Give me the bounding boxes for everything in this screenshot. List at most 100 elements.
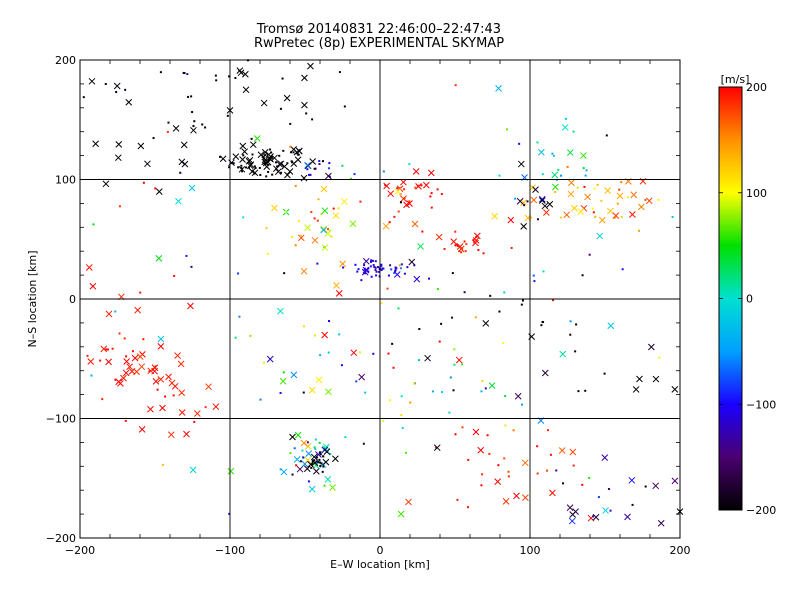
scatter-dot-point: [403, 188, 406, 191]
scatter-cross-point: [604, 187, 612, 195]
scatter-dot-point: [536, 472, 539, 475]
scatter-cross-point: [424, 354, 431, 362]
scatter-dot-point: [279, 391, 282, 394]
scatter-dot-point: [477, 248, 480, 251]
scatter-dot-point: [472, 239, 475, 242]
scatter-dot-point: [280, 171, 283, 174]
scatter-cross-point: [305, 450, 313, 457]
scatter-dot-point: [529, 216, 532, 219]
scatter-cross-point: [144, 160, 151, 168]
scatter-dot-point: [377, 265, 380, 268]
scatter-dot-point: [274, 161, 277, 164]
scatter-dot-point: [526, 200, 529, 203]
scatter-dot-point: [238, 315, 241, 318]
scatter-cross-point: [568, 179, 575, 187]
y-tick-label: −100: [46, 413, 76, 426]
scatter-cross-point: [138, 426, 146, 433]
scatter-dot-point: [318, 441, 321, 444]
scatter-dot-point: [263, 162, 266, 165]
scatter-dot-point: [401, 427, 404, 430]
scatter-dot-point: [320, 213, 323, 216]
scatter-cross-point: [300, 439, 308, 447]
scatter-dot-point: [387, 352, 390, 355]
scatter-dot-point: [593, 187, 596, 190]
scatter-cross-point: [482, 320, 490, 327]
scatter-cross-point: [175, 197, 182, 205]
scatter-cross-point: [387, 190, 395, 198]
scatter-cross-point: [190, 126, 197, 134]
scatter-dot-point: [360, 279, 363, 282]
scatter-cross-point: [187, 302, 194, 310]
scatter-cross-point: [152, 378, 160, 385]
scatter-dot-point: [250, 137, 253, 140]
scatter-dot-point: [338, 71, 341, 74]
scatter-cross-point: [361, 268, 369, 276]
scatter-cross-point: [569, 511, 577, 518]
scatter-dot-point: [380, 302, 383, 305]
scatter-dot-point: [453, 363, 456, 366]
scatter-cross-point: [629, 211, 636, 218]
scatter-dot-point: [332, 207, 335, 210]
scatter-cross-point: [652, 375, 660, 383]
scatter-dot-point: [370, 259, 373, 262]
scatter-cross-point: [529, 184, 536, 192]
scatter-dot-point: [228, 512, 231, 515]
scatter-dot-point: [295, 464, 298, 467]
scatter-dot-point: [463, 291, 466, 294]
scatter-dot-point: [484, 387, 487, 390]
scatter-cross-point: [606, 207, 614, 215]
scatter-dot-point: [448, 411, 451, 414]
scatter-dot-point: [588, 253, 591, 256]
scatter-dot-point: [443, 248, 446, 251]
scatter-cross-point: [598, 216, 606, 224]
scatter-dot-point: [454, 230, 457, 233]
scatter-cross-point: [301, 101, 308, 109]
scatter-dot-point: [364, 391, 367, 394]
scatter-dot-point: [313, 217, 316, 220]
scatter-dot-point: [292, 151, 295, 154]
scatter-cross-point: [645, 197, 653, 205]
scatter-dot-point: [114, 310, 117, 313]
scatter-dot-point: [306, 168, 309, 171]
scatter-cross-point: [267, 153, 274, 160]
scatter-dot-point: [362, 442, 365, 445]
scatter-dot-point: [269, 148, 272, 151]
scatter-dot-point: [228, 75, 231, 78]
scatter-dot-point: [510, 246, 513, 249]
scatter-dot-point: [318, 163, 321, 166]
scatter-cross-point: [568, 517, 576, 525]
scatter-dot-point: [438, 340, 441, 343]
axis-ticks: −200 −100 0 100 200 −200 −100 0 100 200: [46, 54, 691, 557]
scatter-cross-point: [546, 200, 554, 208]
scatter-dot-point: [397, 210, 400, 213]
scatter-cross-point: [242, 70, 249, 78]
scatter-dot-point: [486, 434, 489, 437]
scatter-cross-point: [321, 207, 329, 215]
chart-title-line2: RwPretec (8p) EXPERIMENTAL SKYMAP: [254, 36, 504, 51]
scatter-dot-point: [370, 275, 373, 278]
scatter-cross-point: [290, 371, 298, 379]
scatter-dot-point: [507, 475, 510, 478]
scatter-dot-point: [259, 173, 262, 176]
scatter-dot-point: [481, 473, 484, 476]
scatter-dot-point: [585, 169, 588, 172]
scatter-dot-point: [291, 473, 294, 476]
scatter-dot-point: [564, 117, 567, 120]
scatter-dot-point: [327, 351, 330, 354]
scatter-cross-point: [301, 460, 309, 468]
scatter-dot-point: [310, 211, 313, 214]
scatter-dot-point: [451, 316, 454, 319]
scatter-cross-point: [612, 212, 620, 219]
scatter-dot-point: [317, 198, 320, 201]
scatter-cross-point: [517, 160, 525, 168]
scatter-cross-point: [405, 498, 412, 506]
scatter-dot-point: [139, 291, 142, 294]
scatter-dot-point: [313, 459, 316, 462]
scatter-cross-point: [530, 196, 538, 204]
scatter-dot-point: [533, 280, 536, 283]
scatter-dot-point: [498, 310, 501, 313]
scatter-cross-point: [570, 204, 578, 212]
scatter-dot-point: [319, 464, 322, 467]
scatter-dot-point: [125, 355, 128, 358]
scatter-cross-point: [290, 160, 298, 167]
